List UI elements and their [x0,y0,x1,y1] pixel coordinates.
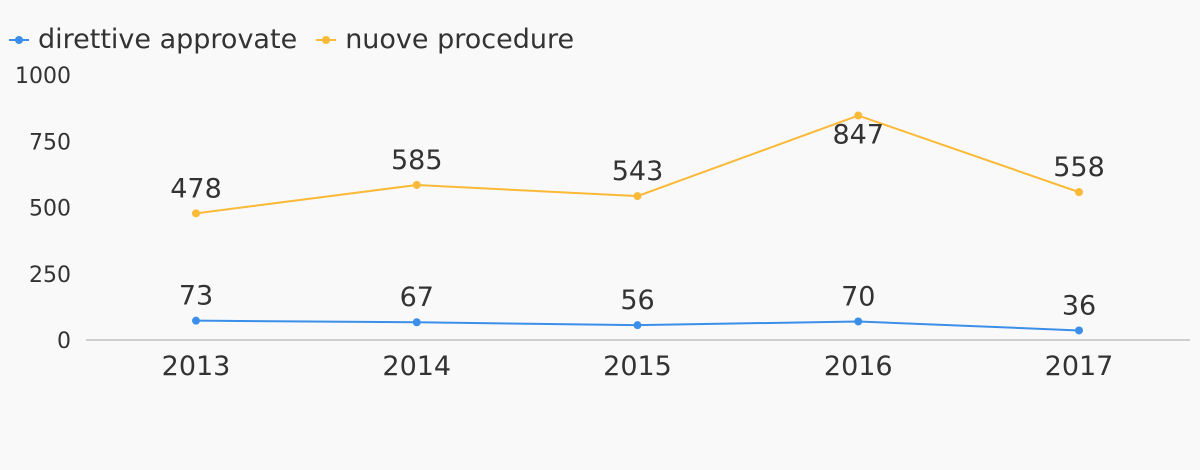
data-label: 847 [832,120,884,151]
data-label: 585 [391,145,443,176]
data-point [412,318,421,327]
legend-label-procedure: nuove procedure [345,24,575,55]
x-tick-label: 2016 [824,351,893,382]
x-tick-label: 2017 [1045,351,1114,382]
legend-marker-procedure-icon [316,35,337,44]
data-point [633,192,642,201]
x-tick-label: 2014 [382,351,451,382]
y-tick-label: 1000 [15,64,71,89]
data-label: 70 [841,281,875,312]
legend: direttive approvate nuove procedure [8,24,574,55]
data-label: 543 [612,156,664,187]
data-point [1075,188,1083,197]
data-point [1075,326,1083,335]
legend-item-direttive[interactable]: direttive approvate [8,24,297,55]
y-tick-label: 750 [29,130,71,155]
legend-label-direttive: direttive approvate [38,24,298,55]
legend-marker-direttive-icon [9,35,29,44]
data-point [412,180,421,189]
y-tick-label: 250 [29,263,71,288]
data-label: 67 [400,282,434,313]
y-tick-label: 500 [29,197,71,222]
data-label: 36 [1062,290,1096,321]
x-tick-label: 2015 [603,351,672,382]
y-tick-label: 0 [57,329,71,354]
data-point [192,209,200,218]
data-point [854,317,863,326]
data-point [192,316,200,325]
data-label: 478 [170,173,222,204]
x-tick-label: 2013 [162,351,231,382]
data-point [633,321,642,330]
legend-item-procedure[interactable]: nuove procedure [315,24,574,55]
data-label: 73 [179,281,213,312]
data-label: 558 [1053,152,1105,183]
data-label: 56 [620,285,654,316]
data-point [854,111,863,120]
